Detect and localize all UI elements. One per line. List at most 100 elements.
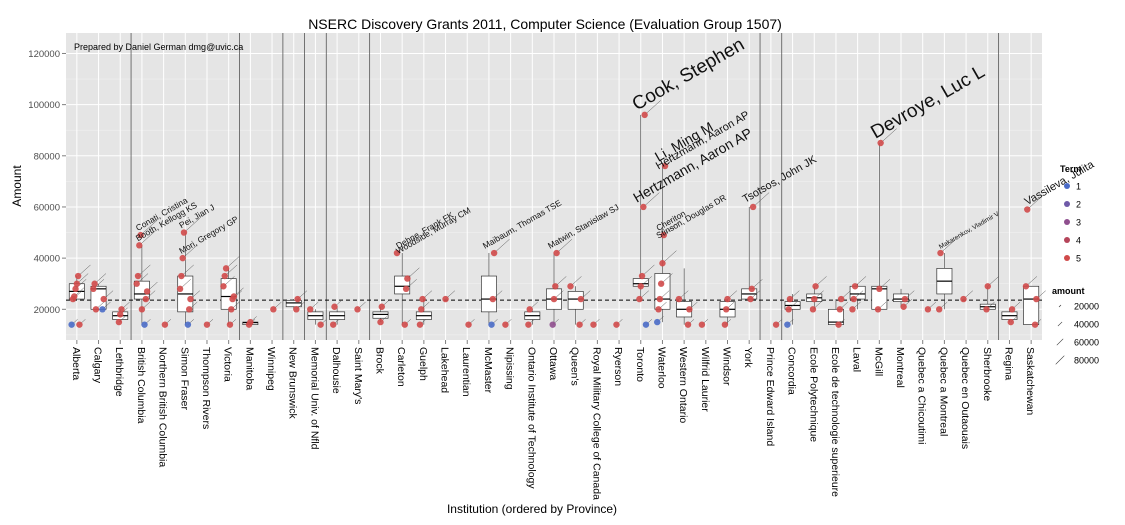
x-tick-label: Regina — [1002, 347, 1014, 380]
data-point — [178, 272, 185, 280]
data-point — [549, 321, 556, 328]
x-tick-label: McMaster — [482, 347, 494, 394]
data-point — [180, 229, 188, 236]
x-tick-label: Ecole Polytechnique — [807, 347, 819, 442]
data-point — [811, 295, 818, 303]
data-point — [73, 280, 81, 287]
data-point — [203, 321, 211, 328]
x-axis-label: Institution (ordered by Province) — [447, 502, 617, 516]
data-point — [76, 321, 83, 328]
data-point — [393, 249, 401, 257]
point-label-leader — [556, 239, 573, 254]
legend-term-label: 1 — [1076, 182, 1081, 192]
x-tick-label: Ottawa — [547, 347, 559, 380]
data-point — [489, 295, 497, 303]
data-point — [377, 318, 384, 326]
data-point — [419, 295, 426, 303]
data-point — [134, 272, 142, 280]
x-tick-label: Manitoba — [243, 347, 255, 390]
data-point — [184, 321, 192, 328]
data-point — [577, 295, 585, 303]
data-point — [1008, 306, 1016, 313]
data-point — [550, 295, 558, 303]
data-point — [220, 283, 227, 290]
y-tick-label: 20000 — [34, 305, 60, 316]
data-point — [294, 295, 301, 303]
data-point — [837, 295, 845, 303]
x-tick-label: Simon Fraser — [178, 347, 190, 411]
data-point — [118, 306, 125, 313]
data-point — [293, 306, 300, 313]
x-axis-ticks: Alberta Calgary Lethbridge British Columbia… — [70, 340, 1036, 500]
data-point — [655, 306, 662, 313]
point-label-leader — [182, 244, 198, 259]
x-tick-label: Guelph — [417, 347, 429, 381]
x-tick-label: Waterloo — [655, 347, 667, 389]
x-tick-label: Saint Mary's — [352, 347, 364, 404]
data-point — [115, 318, 123, 326]
legend-term-label: 2 — [1076, 200, 1081, 210]
x-tick-label: Quebec a Montreal — [937, 347, 949, 436]
data-point — [176, 285, 184, 293]
data-point — [642, 321, 650, 328]
data-point — [247, 318, 254, 326]
x-tick-label: Western Ontario — [677, 347, 689, 423]
legend-amount-key — [1056, 338, 1064, 346]
data-point — [143, 288, 151, 295]
data-point — [1022, 283, 1030, 290]
data-point — [270, 306, 277, 313]
y-tick-label: 120000 — [28, 49, 60, 60]
data-point — [1033, 295, 1040, 303]
data-point — [576, 321, 583, 328]
data-point — [784, 321, 791, 328]
y-axis-ticks: 20000 40000 60000 80000 100000 120000 — [28, 49, 66, 316]
point-label-leader — [940, 239, 956, 254]
data-point — [984, 283, 991, 290]
data-point — [402, 285, 410, 293]
x-tick-label: Sherbrooke — [981, 347, 993, 401]
data-point — [659, 260, 666, 267]
data-point — [874, 306, 882, 313]
data-point — [68, 321, 75, 328]
data-point — [723, 306, 730, 313]
data-point — [187, 295, 194, 303]
legend-amount: amount 20000 40000 60000 80000 — [1052, 286, 1099, 366]
boxplot-box — [893, 293, 909, 302]
data-point — [637, 283, 644, 290]
data-point — [661, 162, 669, 170]
data-point — [849, 306, 856, 313]
data-point — [133, 280, 140, 287]
data-point — [686, 306, 693, 313]
data-point — [877, 139, 884, 147]
data-point — [465, 321, 472, 328]
data-point — [613, 321, 620, 328]
data-point — [141, 321, 148, 328]
data-point — [657, 280, 665, 287]
data-point — [721, 321, 729, 328]
legend-amount-label: 40000 — [1074, 320, 1099, 330]
point-label-leader — [643, 192, 660, 208]
data-point — [698, 321, 706, 328]
data-point — [553, 249, 560, 257]
y-tick-label: 60000 — [34, 202, 60, 213]
point-label-leader — [493, 239, 510, 254]
data-point — [749, 203, 757, 211]
x-tick-label: Toronto — [634, 347, 646, 382]
x-tick-label: Saskatchewan — [1024, 347, 1036, 415]
legend-term-title: Term — [1060, 164, 1081, 174]
x-tick-label: Dalhousie — [330, 347, 342, 394]
data-point — [354, 306, 361, 313]
data-point — [638, 272, 646, 280]
legend-term-key — [1064, 183, 1070, 189]
data-point — [137, 231, 144, 239]
x-tick-label: Wilfrid Laurier — [699, 347, 711, 412]
legend-term-label: 4 — [1076, 236, 1081, 246]
data-point — [117, 311, 124, 318]
data-point — [71, 293, 78, 300]
data-point — [502, 321, 509, 328]
data-point — [876, 285, 883, 293]
data-point — [307, 306, 314, 313]
x-tick-label: Carleton — [395, 347, 407, 387]
data-point — [72, 285, 79, 293]
legend-term-label: 3 — [1076, 218, 1081, 228]
